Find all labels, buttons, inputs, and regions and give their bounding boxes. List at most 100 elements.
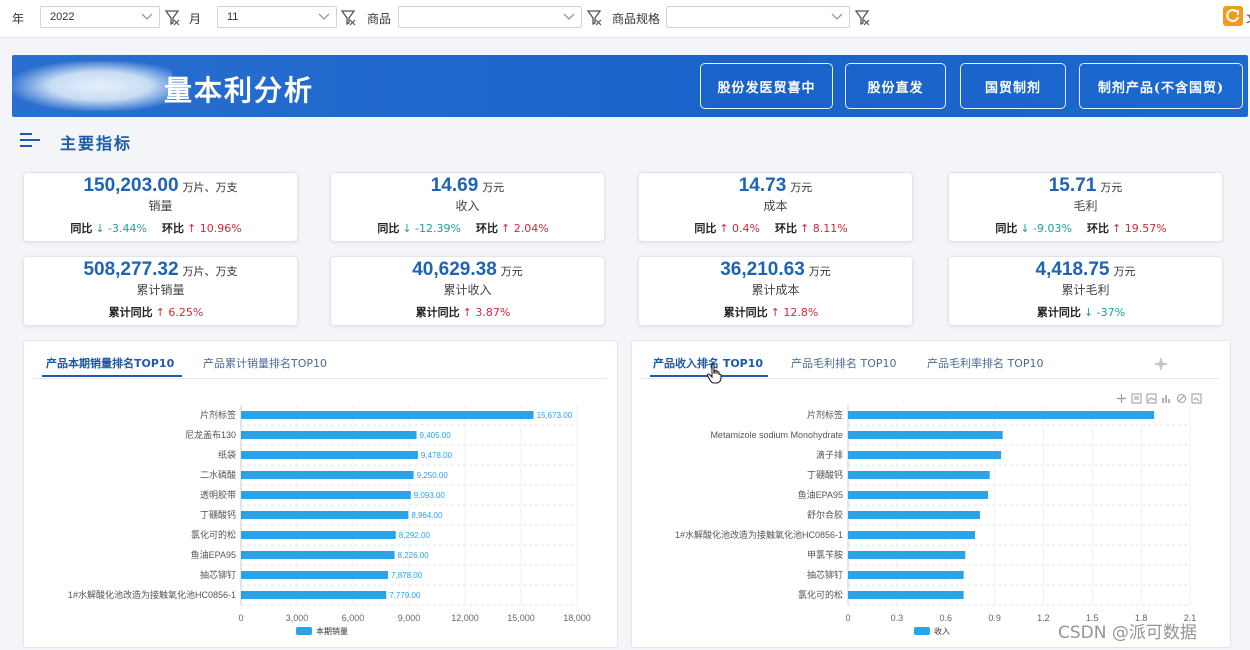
kpi-value: 14.73 [738,175,787,196]
sales-data-label: 9,250.00 [417,471,449,480]
sales-data-label: 7,878.00 [391,571,423,580]
filter-clear-icon[interactable] [163,7,181,27]
sales-x-tick-label: 18,000 [563,613,591,623]
revenue-bar [848,571,964,579]
yoy-label: 累计同比 [415,306,460,319]
kpi-card-cumulative-gross-profit: 4,418.75 万元 累计毛利 累计同比 ↓ -37% [948,256,1223,326]
kpi-value: 508,277.32 [83,259,179,280]
kpi-unit: 万元 [500,265,523,278]
kpi-card-cost: 14.73 万元 成本 同比 ↑ 0.4% 环比 ↑ 8.11% [638,172,913,242]
tab-current-sales-top10[interactable]: 产品本期销量排名TOP10 [46,357,175,370]
filter-bar: 年 2022 月 11 商品 商品规格 文 [0,0,1250,38]
sales-bar [241,591,387,599]
tab-divider [642,378,1220,379]
kpi-label: 累计收入 [443,283,492,297]
kpi-label: 收入 [455,199,480,213]
nav-button-prep-products[interactable]: 制剂产品(不含国贸) [1079,63,1243,109]
sales-category-label: 丁硼酸钙 [200,509,236,520]
mom-value: ↑ 19.57% [1111,222,1167,235]
revenue-bar [848,411,1155,419]
nav-button-direct[interactable]: 股份直发 [845,63,946,109]
revenue-x-tick-label: 0.6 [939,613,952,623]
filter-clear-icon[interactable] [853,7,871,27]
data-view-icon[interactable] [1131,393,1142,404]
move-icon[interactable] [1154,357,1168,371]
filter-clear-icon[interactable] [339,7,357,27]
kpi-label: 毛利 [1073,199,1098,213]
kpi-value: 40,629.38 [412,259,497,280]
revenue-category-label: 丁硼酸钙 [807,469,843,480]
kpi-label: 成本 [763,199,788,213]
sales-x-tick-label: 0 [238,613,243,623]
chevron-down-icon [141,13,153,20]
kpi-unit: 万片、万支 [182,181,238,194]
sales-ranking-panel: 产品本期销量排名TOP10 产品累计销量排名TOP10 0 3,000 6,000 9… [23,340,618,648]
sales-category-label: 1#水解酸化池改造为接触氧化池HC0856-1 [68,589,236,600]
month-value: 11 [227,11,239,23]
save-image-icon[interactable] [1191,393,1202,404]
menu-lines-icon [20,133,40,147]
mom-value: ↑ 8.11% [800,222,848,235]
refresh-button[interactable] [1223,6,1243,26]
sales-bar [241,511,409,519]
month-select[interactable]: 11 [217,6,337,28]
tab-gross-profit-top10[interactable]: 产品毛利排名 TOP10 [791,357,897,370]
kpi-label: 累计销量 [136,283,185,297]
revenue-bar [848,531,976,539]
sales-category-label: 抽芯铆钉 [200,569,236,580]
mom-value: ↑ 10.96% [186,222,242,235]
product-label: 商品 [367,12,392,26]
yoy-value: ↑ 0.4% [719,222,760,235]
sales-legend-swatch [296,627,312,635]
kpi-unit: 万元 [1113,265,1136,278]
restore-icon[interactable] [1176,393,1187,404]
revenue-category-label: 抽芯铆钉 [807,569,843,580]
active-tab-indicator [42,375,182,377]
kpi-value: 36,210.63 [720,259,805,280]
tab-cumulative-sales-top10[interactable]: 产品累计销量排名TOP10 [203,357,328,370]
mom-label: 环比 [1086,222,1109,235]
yoy-value: ↓ -9.03% [1020,222,1072,235]
watermark: CSDN @派可数据 [1058,623,1197,643]
spec-select[interactable] [666,6,850,28]
bar-chart-icon[interactable] [1161,393,1172,404]
kpi-card-volume: 150,203.00 万片、万支 销量 同比 ↓ -3.44% 环比 ↑ 10.96% [23,172,298,242]
nav-button-trade-prep[interactable]: 国贸制剂 [960,63,1066,109]
revenue-x-tick-label: 1.5 [1086,613,1099,623]
year-label: 年 [12,12,25,26]
sales-x-tick-label: 9,000 [398,613,421,623]
filter-clear-icon[interactable] [585,7,603,27]
kpi-value: 14.69 [430,175,479,196]
mom-value: ↑ 2.04% [500,222,549,235]
sales-x-tick-label: 6,000 [342,613,365,623]
page-title: 量本利分析 [164,74,315,107]
sales-data-label: 8,226.00 [398,551,430,560]
sales-x-tick-label: 3,000 [286,613,309,623]
kpi-unit: 万元 [808,265,831,278]
sales-x-tick-label: 12,000 [451,613,479,623]
sales-bar [241,471,414,479]
tab-gross-margin-top10[interactable]: 产品毛利率排名 TOP10 [927,357,1044,370]
revenue-ranking-panel: 产品收入排名 TOP10 产品毛利排名 TOP10 产品毛利率排名 TOP10 … [631,340,1231,648]
product-select[interactable] [398,6,582,28]
kpi-value: 15.71 [1048,175,1097,196]
revenue-bar [848,591,964,599]
year-value: 2022 [50,11,75,23]
nav-button-medical-trade[interactable]: 股份发医贸喜中 [700,63,833,109]
year-select[interactable]: 2022 [40,6,160,28]
yoy-value: ↑ 6.25% [155,306,204,319]
zoom-icon[interactable] [1116,393,1127,404]
revenue-x-tick-label: 0.3 [891,613,904,623]
revenue-category-label: 氯化可的松 [798,589,843,600]
sales-data-label: 7,779.00 [389,591,421,600]
line-chart-icon[interactable] [1146,393,1157,404]
sales-data-label: 9,093.00 [414,491,446,500]
hand-cursor-icon [706,363,722,384]
tab-revenue-top10[interactable]: 产品收入排名 TOP10 [653,357,764,370]
sales-bar [241,531,396,539]
header-banner: 量本利分析 股份发医贸喜中 股份直发 国贸制剂 制剂产品(不含国贸) [12,55,1248,117]
revenue-bar [848,551,966,559]
sales-category-label: 鱼油EPA95 [191,549,236,560]
sales-data-label: 9,478.00 [421,451,453,460]
yoy-label: 累计同比 [1036,306,1081,319]
